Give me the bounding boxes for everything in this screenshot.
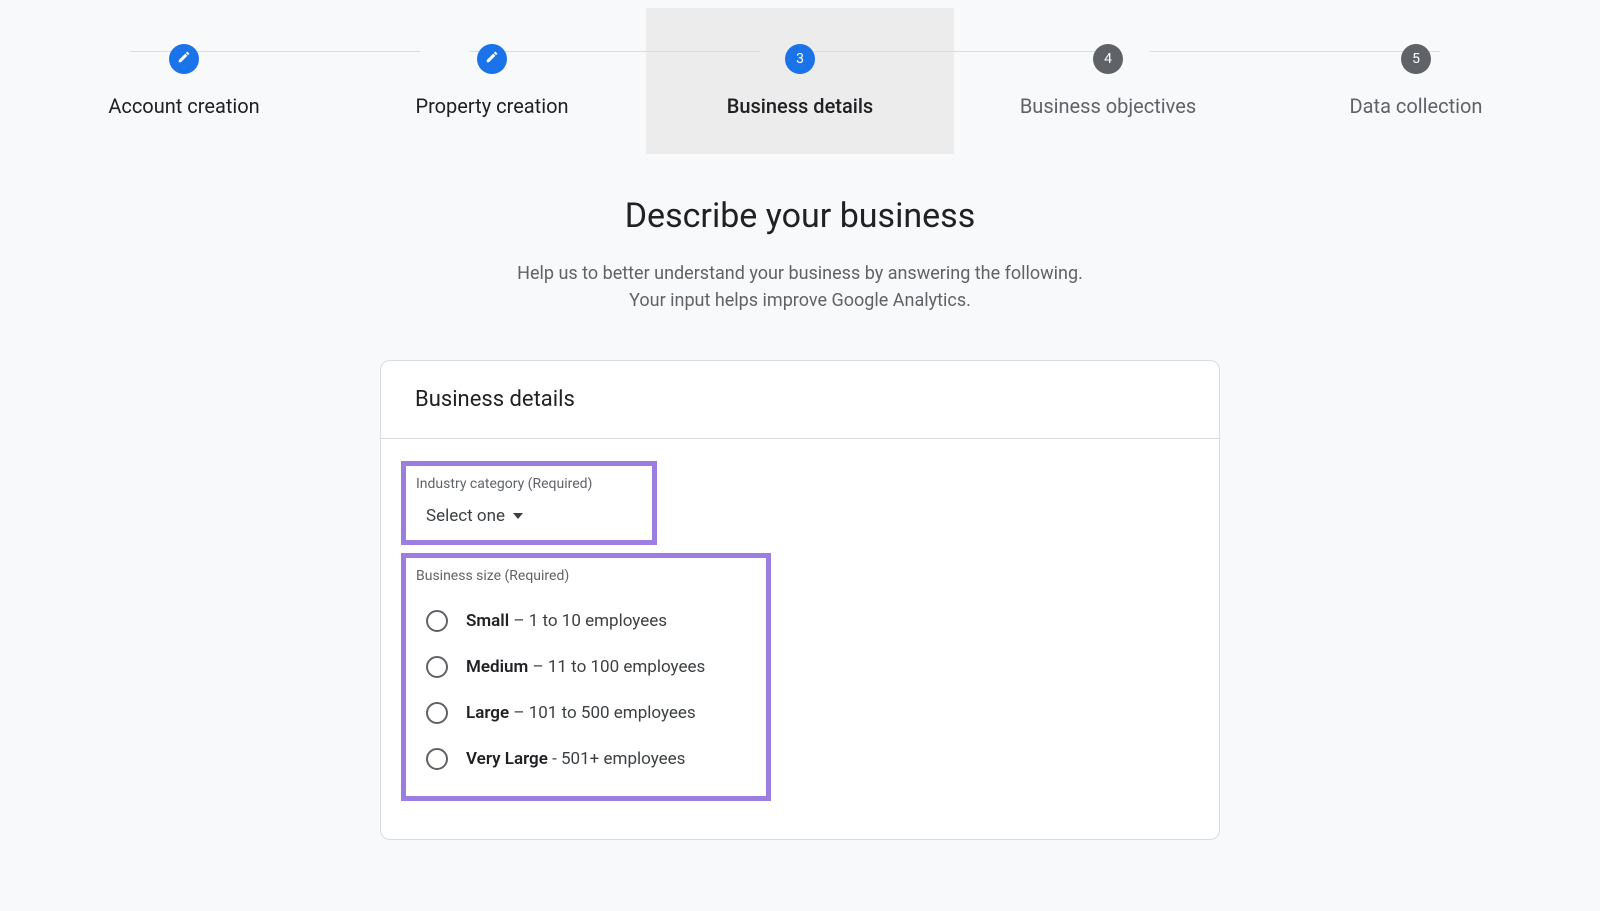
- connector: [470, 51, 760, 52]
- industry-label: Industry category (Required): [416, 476, 642, 492]
- step-property-creation[interactable]: Property creation: [338, 8, 646, 154]
- step-business-objectives[interactable]: 4 Business objectives: [954, 8, 1262, 154]
- step-circle: [169, 44, 199, 74]
- step-business-details[interactable]: 3 Business details: [646, 8, 954, 154]
- step-label: Data collection: [1350, 94, 1483, 118]
- step-number: 3: [796, 51, 804, 67]
- stepper: Account creation Property creation 3 Bus…: [0, 0, 1600, 154]
- step-label: Account creation: [108, 94, 259, 118]
- subtext-line: Your input helps improve Google Analytic…: [629, 290, 971, 311]
- caret-down-icon: [513, 513, 523, 519]
- subtext-line: Help us to better understand your busine…: [517, 263, 1083, 284]
- connector: [1150, 51, 1440, 52]
- radio-label: Medium – 11 to 100 employees: [466, 657, 705, 677]
- radio-icon: [426, 702, 448, 724]
- pencil-icon: [485, 50, 499, 68]
- page-subtext: Help us to better understand your busine…: [0, 260, 1600, 314]
- step-label: Business objectives: [1020, 94, 1196, 118]
- size-option-small[interactable]: Small – 1 to 10 employees: [416, 598, 756, 644]
- size-option-medium[interactable]: Medium – 11 to 100 employees: [416, 644, 756, 690]
- size-option-very-large[interactable]: Very Large - 501+ employees: [416, 736, 756, 782]
- step-data-collection[interactable]: 5 Data collection: [1262, 8, 1570, 154]
- business-details-card: Business details Industry category (Requ…: [380, 360, 1220, 840]
- connector: [810, 51, 1100, 52]
- step-label: Property creation: [415, 94, 568, 118]
- card-title: Business details: [381, 361, 1219, 439]
- step-circle: 3: [785, 44, 815, 74]
- industry-highlight: Industry category (Required) Select one: [401, 461, 657, 545]
- step-label: Business details: [727, 94, 873, 118]
- step-circle: 5: [1401, 44, 1431, 74]
- industry-select-value: Select one: [426, 506, 505, 526]
- size-option-large[interactable]: Large – 101 to 500 employees: [416, 690, 756, 736]
- main-content: Describe your business Help us to better…: [0, 196, 1600, 840]
- page-heading: Describe your business: [0, 196, 1600, 236]
- step-circle: [477, 44, 507, 74]
- size-highlight: Business size (Required) Small – 1 to 10…: [401, 553, 771, 801]
- pencil-icon: [177, 50, 191, 68]
- radio-icon: [426, 656, 448, 678]
- radio-label: Large – 101 to 500 employees: [466, 703, 696, 723]
- step-circle: 4: [1093, 44, 1123, 74]
- radio-icon: [426, 748, 448, 770]
- radio-icon: [426, 610, 448, 632]
- step-account-creation[interactable]: Account creation: [30, 8, 338, 154]
- size-label: Business size (Required): [416, 568, 756, 584]
- card-body: Industry category (Required) Select one …: [381, 439, 1219, 839]
- step-number: 5: [1412, 51, 1420, 67]
- step-number: 4: [1104, 51, 1112, 67]
- radio-label: Very Large - 501+ employees: [466, 749, 685, 769]
- radio-label: Small – 1 to 10 employees: [466, 611, 667, 631]
- industry-select[interactable]: Select one: [416, 506, 642, 526]
